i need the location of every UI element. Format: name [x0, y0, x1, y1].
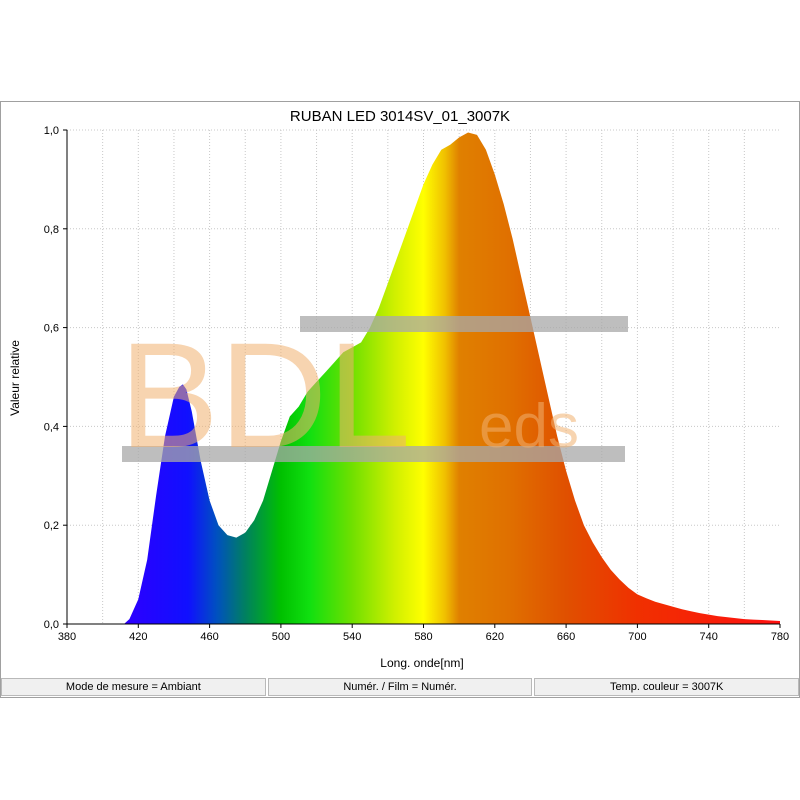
x-tick-label: 660 — [557, 631, 575, 643]
x-tick-label: 500 — [272, 631, 290, 643]
status-mode: Mode de mesure = Ambiant — [1, 678, 266, 696]
axes: 380 420 460 500 540 580 620 660 700 740 780 0,0 0,2 0… — [44, 125, 789, 643]
x-tick-label: 460 — [200, 631, 218, 643]
spectrum-area — [124, 132, 780, 624]
watermark-text-main: BDL — [119, 311, 411, 479]
y-axis-label: Valeur relative — [8, 340, 22, 416]
y-tick-label: 0,2 — [44, 520, 59, 532]
x-tick-label: 700 — [628, 631, 646, 643]
chart-window: RUBAN LED 3014SV_01_3007K BDL eds 380 420 4… — [0, 101, 800, 698]
status-bar: Mode de mesure = Ambiant Numér. / Film =… — [0, 677, 800, 697]
plot-area — [124, 132, 780, 624]
x-tick-label: 580 — [414, 631, 432, 643]
status-temp: Temp. couleur = 3007K — [534, 678, 800, 696]
x-tick-label: 540 — [343, 631, 361, 643]
watermark-text-suffix: eds — [479, 392, 579, 461]
x-tick-label: 380 — [58, 631, 76, 643]
y-tick-label: 1,0 — [44, 125, 59, 137]
watermark-logo: BDL eds — [119, 311, 628, 479]
y-tick-label: 0,6 — [44, 323, 59, 335]
chart-title: RUBAN LED 3014SV_01_3007K — [290, 108, 510, 125]
y-tick-label: 0,8 — [44, 224, 59, 236]
x-tick-label: 780 — [771, 631, 789, 643]
status-film: Numér. / Film = Numér. — [267, 678, 533, 696]
y-tick-label: 0,0 — [44, 619, 59, 631]
watermark-bar-top — [300, 316, 628, 332]
x-axis-label: Long. onde[nm] — [380, 656, 463, 670]
watermark-bar-bottom — [122, 446, 625, 462]
x-tick-label: 620 — [486, 631, 504, 643]
y-tick-label: 0,4 — [44, 421, 59, 433]
x-tick-label: 740 — [700, 631, 718, 643]
x-tick-label: 420 — [129, 631, 147, 643]
spectrum-chart: RUBAN LED 3014SV_01_3007K BDL eds 380 420 4… — [8, 108, 789, 670]
